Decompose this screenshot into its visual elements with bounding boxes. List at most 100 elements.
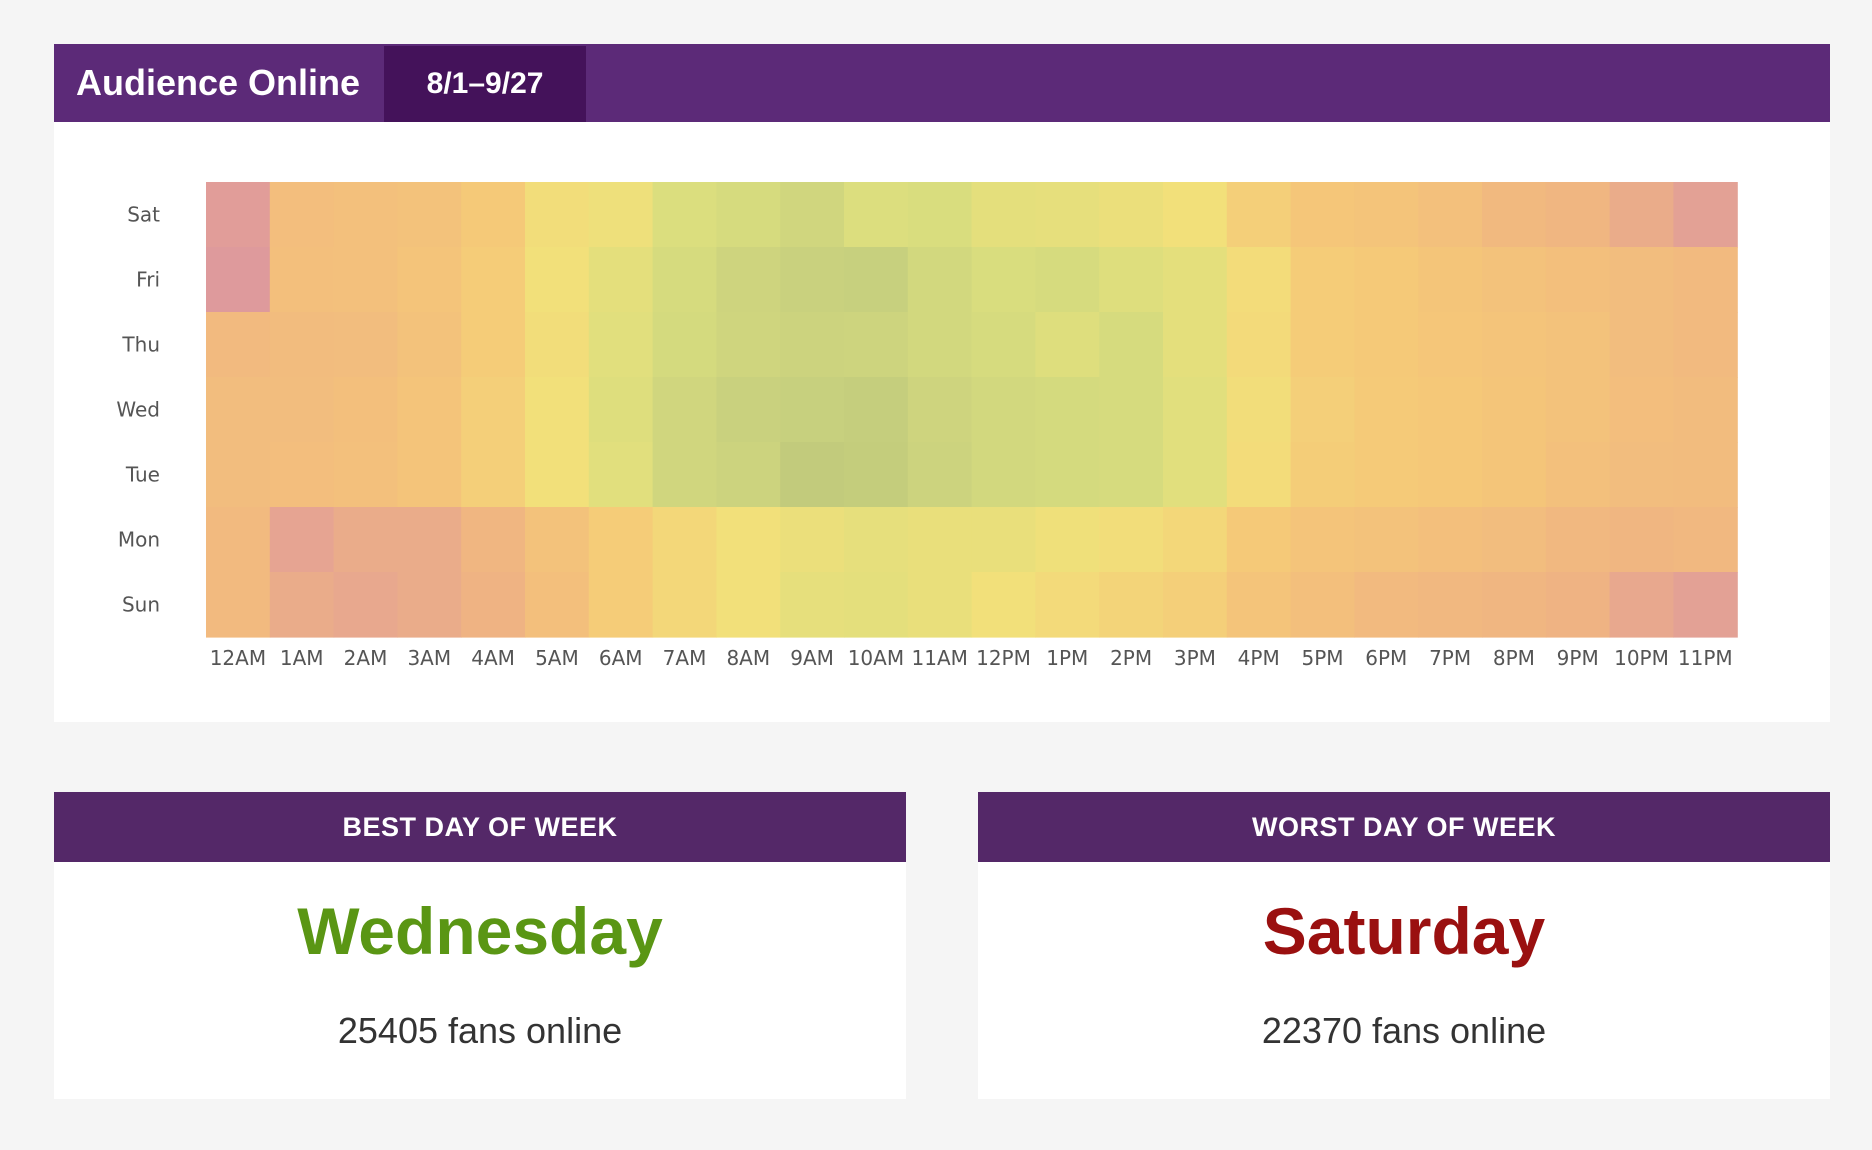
heatmap-cell-tue-3am — [397, 442, 462, 508]
heatmap-cell-thu-8am — [716, 312, 781, 378]
heatmap-cell-fri-5am — [525, 247, 590, 313]
heatmap-cell-sat-9pm — [1545, 182, 1611, 248]
heatmap-cell-tue-4pm — [1226, 442, 1292, 508]
heatmap-cell-tue-8pm — [1482, 442, 1547, 508]
heatmap-cell-fri-6am — [588, 247, 654, 313]
date-range-selector[interactable]: 8/1–9/27 — [384, 46, 587, 122]
heatmap-cell-sun-10am — [844, 572, 909, 638]
heatmap-cell-sat-5am — [525, 182, 590, 248]
heatmap-cell-fri-9am — [780, 247, 845, 313]
heatmap-cell-fri-1am — [269, 247, 335, 313]
heatmap-card: Sat Fri Thu Wed Tue Mon Sun 12AM 1AM 2AM 3AM 4AM 5AM… — [54, 122, 1830, 722]
heatmap-cell-fri-7pm — [1418, 247, 1483, 313]
heatmap-cell-thu-8pm — [1482, 312, 1547, 378]
heatmap-cell-wed-6pm — [1354, 377, 1419, 443]
heatmap-cell-sat-3pm — [1163, 182, 1228, 248]
heatmap-cell-wed-9am — [780, 377, 845, 443]
heatmap-cell-mon-11am — [907, 507, 973, 573]
heatmap-cell-wed-11pm — [1673, 377, 1738, 443]
heatmap-cell-mon-12am — [206, 507, 271, 573]
heatmap-cell-sun-1pm — [1035, 572, 1100, 638]
audience-online-header: Audience Online 8/1–9/27 — [54, 44, 1830, 122]
heatmap-cell-thu-10am — [844, 312, 909, 378]
heatmap-cell-sat-7pm — [1418, 182, 1483, 248]
best-day-heading: BEST DAY OF WEEK — [54, 792, 906, 862]
x-tick-label: 11AM — [912, 646, 968, 670]
heatmap-cell-sun-11am — [907, 572, 973, 638]
heatmap-cell-fri-10am — [844, 247, 909, 313]
heatmap-cell-wed-4am — [461, 377, 526, 443]
x-tick-label: 5PM — [1301, 646, 1343, 670]
heatmap-cell-tue-9pm — [1545, 442, 1611, 508]
heatmap-cell-mon-11pm — [1673, 507, 1738, 573]
heatmap-cell-wed-3am — [397, 377, 462, 443]
heatmap-cell-tue-6pm — [1354, 442, 1419, 508]
heatmap-cell-thu-11pm — [1673, 312, 1738, 378]
worst-day-fans: 22370 fans online — [1261, 1010, 1547, 1051]
heatmap-cell-tue-1pm — [1035, 442, 1100, 508]
heatmap-cell-sun-6pm — [1354, 572, 1419, 638]
heatmap-cell-mon-7pm — [1418, 507, 1483, 573]
heatmap-cell-mon-6pm — [1354, 507, 1419, 573]
heatmap-cell-sat-4pm — [1226, 182, 1292, 248]
heatmap-cell-tue-11am — [907, 442, 973, 508]
heatmap-cell-thu-1am — [269, 312, 335, 378]
worst-day-heading: WORST DAY OF WEEK — [978, 792, 1830, 862]
heatmap-cell-wed-8am — [716, 377, 781, 443]
heatmap-cell-sat-9am — [780, 182, 845, 248]
heatmap-cell-sat-3am — [397, 182, 462, 248]
heatmap-cell-sat-6pm — [1354, 182, 1419, 248]
heatmap-cell-wed-12pm — [971, 377, 1036, 443]
heatmap-cell-mon-9am — [780, 507, 845, 573]
heatmap-cell-sat-1pm — [1035, 182, 1100, 248]
x-tick-label: 4AM — [471, 646, 515, 670]
heatmap-cell-thu-10pm — [1609, 312, 1674, 378]
heatmap-cell-wed-9pm — [1545, 377, 1611, 443]
heatmap-cell-wed-8pm — [1482, 377, 1547, 443]
heatmap-cell-wed-7am — [652, 377, 717, 443]
heatmap-cell-sun-4am — [461, 572, 526, 638]
x-tick-label: 8PM — [1493, 646, 1535, 670]
heatmap-cell-wed-4pm — [1226, 377, 1292, 443]
heatmap-cell-thu-6pm — [1354, 312, 1419, 378]
worst-day-value: Saturday — [1262, 894, 1546, 968]
heatmap-cell-tue-12am — [206, 442, 271, 508]
heatmap-cell-wed-2am — [333, 377, 398, 443]
heatmap-cell-mon-8am — [716, 507, 781, 573]
heatmap-cell-thu-11am — [907, 312, 973, 378]
heatmap-cell-sat-10pm — [1609, 182, 1674, 248]
heatmap-cell-sat-11pm — [1673, 182, 1738, 248]
heatmap-cell-fri-10pm — [1609, 247, 1674, 313]
heatmap-cell-tue-12pm — [971, 442, 1036, 508]
x-tick-label: 1AM — [280, 646, 324, 670]
heatmap-cell-mon-3am — [397, 507, 462, 573]
heatmap-cell-wed-7pm — [1418, 377, 1483, 443]
x-tick-label: 3AM — [407, 646, 451, 670]
x-tick-label: 7PM — [1429, 646, 1471, 670]
heatmap-cell-sun-3pm — [1163, 572, 1228, 638]
heatmap-cell-sat-1am — [269, 182, 335, 248]
heatmap-cell-sun-6am — [588, 572, 654, 638]
heatmap-cell-sun-4pm — [1226, 572, 1292, 638]
heatmap-cell-tue-2am — [333, 442, 398, 508]
heatmap-cell-mon-10am — [844, 507, 909, 573]
heatmap-cell-sun-2pm — [1099, 572, 1164, 638]
heatmap-cell-thu-7pm — [1418, 312, 1483, 378]
heatmap-cell-sun-7pm — [1418, 572, 1483, 638]
heatmap-cell-tue-4am — [461, 442, 526, 508]
x-tick-label: 7AM — [663, 646, 707, 670]
heatmap-cell-sat-11am — [907, 182, 973, 248]
heatmap-cell-fri-2pm — [1099, 247, 1164, 313]
heatmap-cell-thu-3pm — [1163, 312, 1228, 378]
heatmap-cell-mon-4am — [461, 507, 526, 573]
heatmap-cell-sun-12pm — [971, 572, 1036, 638]
heatmap-cell-sun-2am — [333, 572, 398, 638]
y-tick-label: Sun — [122, 593, 160, 617]
y-tick-label: Thu — [121, 333, 160, 357]
heatmap-cell-wed-10pm — [1609, 377, 1674, 443]
heatmap-cell-thu-9pm — [1545, 312, 1611, 378]
heatmap-cell-mon-4pm — [1226, 507, 1292, 573]
heatmap-cell-fri-9pm — [1545, 247, 1611, 313]
heatmap-cell-mon-1am — [269, 507, 335, 573]
heatmap-cell-mon-2am — [333, 507, 398, 573]
